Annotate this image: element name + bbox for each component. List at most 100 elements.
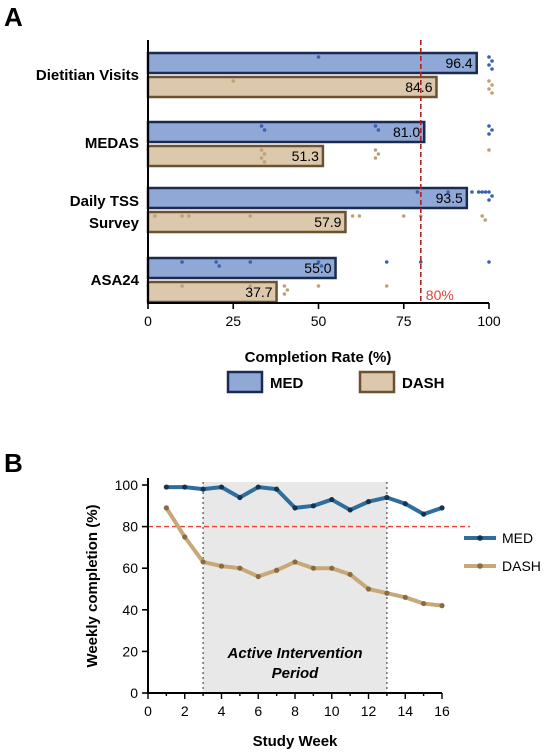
x-tick-label-25: 25	[225, 313, 241, 329]
point-med-dietitian-visits-5	[490, 67, 494, 71]
bar-med-dietitian-visits	[146, 51, 478, 75]
point-dash-dietitian-visits-1	[231, 79, 236, 83]
point-dash-asa24-4	[282, 284, 287, 288]
y-tick-label-20: 20	[122, 643, 138, 659]
point-med-daily-tss-survey-7	[487, 190, 491, 194]
bar-value-label-med-dietitian-visits: 96.4	[445, 55, 472, 71]
point-med-medas-6	[490, 128, 494, 132]
point-med-week-15	[421, 511, 427, 517]
panel-b-marks: Active Intervention Period	[148, 482, 470, 693]
legend-swatch-med	[226, 370, 264, 394]
legend-label-dash: DASH	[502, 558, 541, 574]
y-tick-label-100: 100	[115, 477, 139, 493]
point-med-week-6	[255, 484, 261, 490]
point-med-week-4	[218, 484, 225, 490]
panel-a-x-ticks: 0 25 50 75 100	[144, 303, 501, 329]
point-med-week-11	[347, 507, 353, 513]
point-dash-medas-7	[376, 152, 381, 156]
point-med-week-14	[402, 501, 408, 507]
point-med-medas-7	[487, 132, 491, 136]
point-dash-daily-tss-survey-10	[483, 218, 487, 222]
panel-a-legend: MED DASH	[226, 370, 445, 394]
active-intervention-region	[203, 482, 387, 693]
legend-label-med: MED	[502, 530, 533, 546]
point-med-daily-tss-survey-3	[470, 190, 474, 194]
legend-label-med: MED	[270, 375, 304, 392]
point-dash-week-3	[200, 559, 206, 565]
point-med-asa24-8	[419, 260, 423, 264]
legend-marker-med	[477, 535, 483, 541]
point-dash-dietitian-visits-5	[490, 91, 494, 95]
point-dash-week-16	[439, 603, 445, 609]
category-label-daily-tss-survey-line-1: Daily TSS	[70, 193, 139, 210]
reference-line-label: 80%	[426, 287, 454, 303]
point-med-daily-tss-survey-4	[476, 190, 481, 194]
point-dash-asa24-6	[282, 292, 287, 296]
point-med-medas-2	[262, 128, 267, 132]
point-dash-week-9	[310, 565, 316, 571]
point-dash-week-11	[347, 571, 353, 578]
point-dash-week-10	[329, 565, 335, 571]
point-dash-week-1	[163, 505, 169, 511]
point-med-week-5	[237, 494, 243, 501]
point-dash-week-12	[365, 586, 372, 592]
point-dash-week-2	[182, 534, 188, 540]
y-tick-label-80: 80	[122, 519, 138, 535]
series-line-med	[166, 485, 443, 517]
bar-value-label-dash-medas: 51.3	[292, 148, 319, 164]
y-tick-label-40: 40	[122, 602, 138, 618]
panel-b-y-axis-title: Weekly completion (%)	[84, 504, 101, 667]
point-med-daily-tss-survey-2	[446, 190, 450, 194]
panel-b-legend: MED DASH	[464, 530, 541, 574]
bar-dash-dietitian-visits	[146, 75, 438, 99]
point-med-asa24-4	[248, 260, 253, 264]
point-dash-medas-9	[487, 148, 491, 152]
point-med-medas-1	[259, 124, 264, 128]
point-med-daily-tss-survey-1	[415, 190, 420, 194]
legend-swatch-dash	[358, 370, 396, 394]
bar-value-label-dash-asa24: 37.7	[245, 284, 272, 300]
point-dash-dietitian-visits-3	[490, 83, 494, 87]
point-dash-daily-tss-survey-2	[180, 214, 184, 218]
point-med-daily-tss-survey-5	[480, 190, 484, 194]
point-med-week-10	[329, 496, 335, 503]
point-med-asa24-6	[319, 264, 324, 268]
point-dash-dietitian-visits-2	[487, 79, 491, 83]
point-med-week-3	[200, 486, 206, 492]
point-dash-asa24-7	[316, 284, 321, 288]
y-tick-label-0: 0	[130, 685, 138, 701]
point-med-daily-tss-survey-8	[490, 194, 494, 198]
point-med-asa24-3	[217, 264, 221, 268]
category-label-medas: MEDAS	[85, 135, 139, 152]
y-tick-label-60: 60	[122, 560, 138, 576]
point-dash-daily-tss-survey-4	[248, 214, 253, 218]
x-tick-label-75: 75	[396, 313, 412, 329]
point-dash-daily-tss-survey-3	[187, 214, 191, 218]
point-dash-asa24-2	[180, 284, 184, 288]
panel-a-letter: A	[4, 2, 23, 32]
point-med-week-12	[365, 499, 372, 505]
point-dash-week-15	[421, 600, 427, 607]
point-dash-week-5	[237, 565, 243, 571]
point-dash-daily-tss-survey-1	[153, 214, 157, 218]
point-dash-medas-6	[373, 148, 378, 152]
point-med-dietitian-visits-4	[487, 63, 491, 67]
x-tick-label-week-8: 8	[291, 703, 299, 719]
legend-label-dash: DASH	[402, 375, 445, 392]
point-dash-week-7	[274, 567, 280, 573]
category-label-dietitian-visits: Dietitian Visits	[36, 67, 139, 84]
point-dash-week-4	[218, 563, 225, 569]
point-dash-week-14	[402, 594, 408, 600]
bar-med-daily-tss-survey	[146, 186, 469, 210]
point-med-asa24-2	[214, 260, 218, 264]
point-med-daily-tss-survey-6	[483, 190, 488, 194]
bar-med-medas	[146, 120, 426, 144]
point-dash-medas-2	[259, 148, 264, 152]
x-tick-label-week-4: 4	[218, 703, 226, 719]
x-tick-label-week-16: 16	[434, 703, 450, 719]
bar-value-label-med-medas: 81.0	[393, 124, 420, 140]
point-med-dietitian-visits-3	[490, 59, 494, 63]
bar-value-label-dash-daily-tss-survey: 57.9	[314, 214, 341, 230]
